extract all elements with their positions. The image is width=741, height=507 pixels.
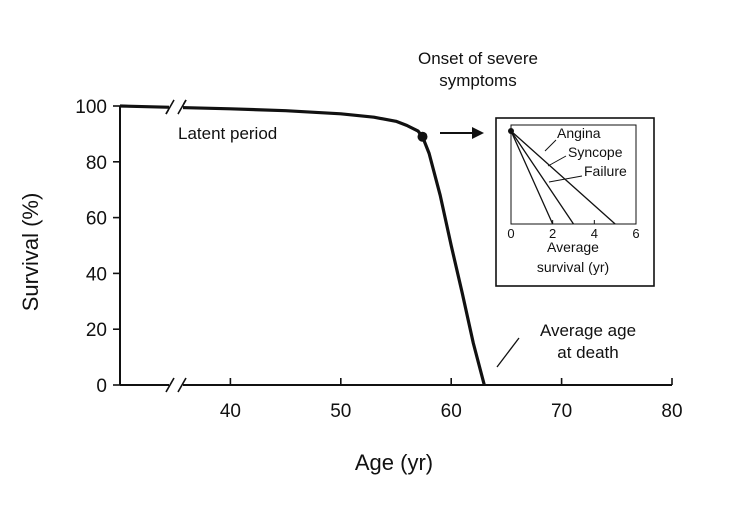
inset-line-syncope xyxy=(510,130,575,225)
y-axis-label: Survival (%) xyxy=(18,193,43,312)
inset-xlabel-line2: survival (yr) xyxy=(537,259,609,275)
inset-x-tick-label: 0 xyxy=(507,226,514,241)
latent-period-label: Latent period xyxy=(178,124,277,143)
death-label-line2: at death xyxy=(557,343,618,362)
inset-label-syncope: Syncope xyxy=(568,144,623,160)
series-layer xyxy=(119,99,486,386)
break-marks-bottom xyxy=(165,377,187,393)
inset-x-tick-label: 2 xyxy=(549,226,556,241)
death-label-line1: Average age xyxy=(540,321,636,340)
curve-break-gap xyxy=(169,100,183,114)
break-slash xyxy=(165,377,175,393)
y-tick-label: 20 xyxy=(86,320,107,341)
break-gap-bottom xyxy=(169,378,183,392)
y-tick-label: 40 xyxy=(86,264,107,285)
x-tick-label: 70 xyxy=(551,401,572,422)
inset-label-failure: Failure xyxy=(584,163,627,179)
death-pointer xyxy=(496,337,520,368)
inset-line-failure xyxy=(510,130,554,225)
y-tick-label: 100 xyxy=(75,97,107,118)
x-tick-label: 80 xyxy=(661,401,682,422)
inset-label-angina: Angina xyxy=(557,125,601,141)
x-tick-label: 50 xyxy=(330,401,351,422)
onset-label-line1: Onset of severe xyxy=(418,49,538,68)
arrow-to-inset xyxy=(440,127,484,139)
inset-x-tick-label: 4 xyxy=(591,226,598,241)
inset-ticks: 0 2 4 6 xyxy=(507,220,640,241)
inset-frame xyxy=(495,117,655,287)
inset-x-tick-label: 6 xyxy=(632,226,639,241)
inset-pointer-angina xyxy=(544,139,557,152)
inset-pointer-syncope xyxy=(547,155,567,167)
inset-pointer-failure xyxy=(548,175,583,183)
y-tick-label: 60 xyxy=(86,209,107,230)
x-axis-label: Age (yr) xyxy=(355,450,433,475)
inset-xlabel-line1: Average xyxy=(547,239,599,255)
inset-start-point xyxy=(508,128,514,134)
inset-line-angina xyxy=(510,130,616,225)
y-tick-label: 80 xyxy=(86,153,107,174)
x-tick-label: 40 xyxy=(220,401,241,422)
onset-point xyxy=(417,131,428,142)
curve-break-marks xyxy=(165,99,187,115)
survival-curve xyxy=(119,104,486,386)
break-slash xyxy=(165,99,175,115)
inset-chart: 0 2 4 6 Angina Syncope Failure Average surv… xyxy=(495,117,655,287)
break-slash xyxy=(177,99,187,115)
onset-label-line2: symptoms xyxy=(439,71,516,90)
inset-lines xyxy=(508,128,616,225)
break-slash xyxy=(177,377,187,393)
y-tick-label: 0 xyxy=(96,376,107,397)
x-tick-label: 60 xyxy=(441,401,462,422)
